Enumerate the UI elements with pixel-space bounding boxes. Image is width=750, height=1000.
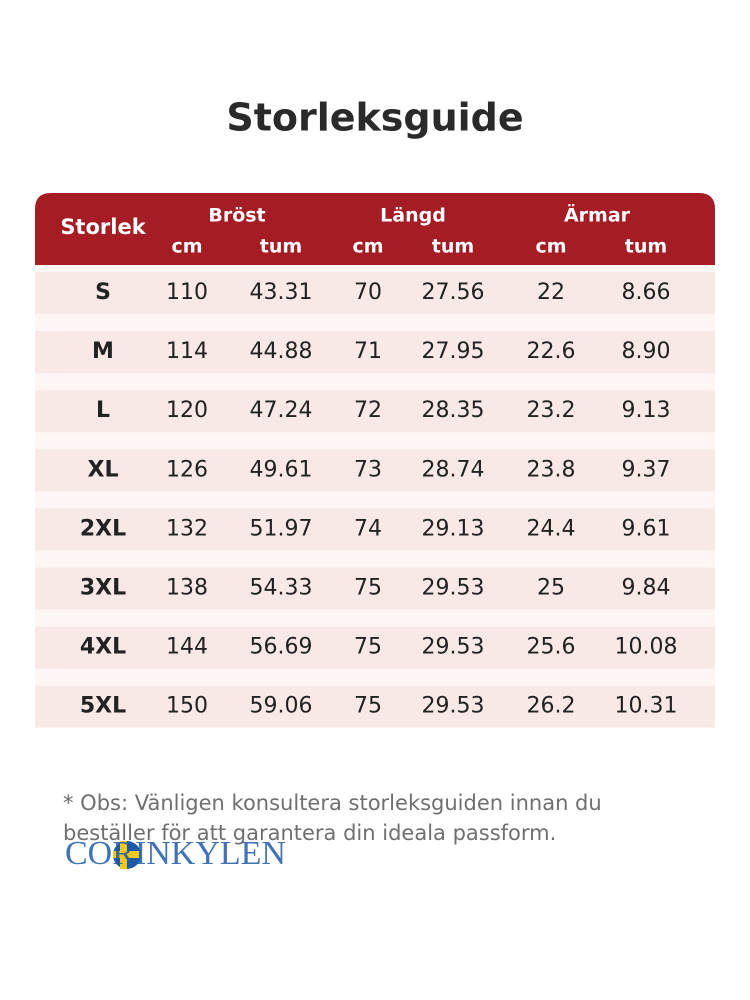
value-cell: 75 bbox=[354, 694, 382, 719]
value-cell: 49.61 bbox=[250, 457, 313, 482]
note-line: * Obs: Vänligen konsultera storleksguide… bbox=[63, 791, 602, 815]
value-cell: 54.33 bbox=[250, 576, 313, 601]
value-cell: 10.31 bbox=[615, 694, 678, 719]
value-cell: 8.66 bbox=[622, 280, 671, 305]
value-cell: 144 bbox=[166, 635, 208, 660]
value-cell: 22.6 bbox=[527, 339, 576, 364]
size-cell: S bbox=[95, 280, 111, 305]
value-cell: 26.2 bbox=[527, 694, 576, 719]
size-cell: M bbox=[92, 339, 114, 364]
row-bg bbox=[35, 626, 715, 669]
group-header: Längd bbox=[380, 205, 446, 227]
value-cell: 9.84 bbox=[622, 576, 671, 601]
value-cell: 9.13 bbox=[622, 398, 671, 423]
value-cell: 23.2 bbox=[527, 398, 576, 423]
value-cell: 29.53 bbox=[422, 635, 485, 660]
value-cell: 56.69 bbox=[250, 635, 313, 660]
value-cell: 8.90 bbox=[622, 339, 671, 364]
value-cell: 126 bbox=[166, 457, 208, 482]
value-cell: 51.97 bbox=[250, 516, 313, 541]
group-header: Bröst bbox=[208, 205, 265, 227]
unit-header: cm bbox=[352, 236, 383, 258]
size-cell: L bbox=[96, 398, 110, 423]
value-cell: 47.24 bbox=[250, 398, 313, 423]
value-cell: 28.35 bbox=[422, 398, 485, 423]
value-cell: 73 bbox=[354, 457, 382, 482]
value-cell: 9.61 bbox=[622, 516, 671, 541]
row-bg bbox=[35, 272, 715, 314]
row-bg bbox=[35, 390, 715, 433]
logo-flag-cross bbox=[120, 841, 127, 869]
value-cell: 114 bbox=[166, 339, 208, 364]
table-header-bg bbox=[35, 193, 715, 265]
group-header: Ärmar bbox=[564, 203, 631, 227]
value-cell: 29.13 bbox=[422, 516, 485, 541]
row-bg bbox=[35, 567, 715, 610]
logo: CORINKYLEN bbox=[65, 835, 286, 872]
value-cell: 132 bbox=[166, 516, 208, 541]
value-cell: 29.53 bbox=[422, 576, 485, 601]
size-cell: 2XL bbox=[80, 516, 126, 541]
value-cell: 71 bbox=[354, 339, 382, 364]
value-cell: 72 bbox=[354, 398, 382, 423]
value-cell: 29.53 bbox=[422, 694, 485, 719]
size-cell: 4XL bbox=[80, 635, 126, 660]
value-cell: 150 bbox=[166, 694, 208, 719]
value-cell: 59.06 bbox=[250, 694, 313, 719]
size-cell: 5XL bbox=[80, 694, 126, 719]
value-cell: 27.95 bbox=[422, 339, 485, 364]
unit-header: cm bbox=[171, 236, 202, 258]
row-bg bbox=[35, 508, 715, 551]
size-cell: 3XL bbox=[80, 576, 126, 601]
unit-header: tum bbox=[625, 236, 667, 258]
value-cell: 25 bbox=[537, 576, 565, 601]
value-cell: 10.08 bbox=[615, 635, 678, 660]
unit-header: tum bbox=[260, 236, 302, 258]
unit-header: tum bbox=[432, 236, 474, 258]
value-cell: 75 bbox=[354, 576, 382, 601]
value-cell: 27.56 bbox=[422, 280, 485, 305]
value-cell: 44.88 bbox=[250, 339, 313, 364]
value-cell: 74 bbox=[354, 516, 382, 541]
table-body-bg bbox=[35, 265, 715, 727]
note-line: beställer för att garantera din ideala p… bbox=[63, 821, 556, 845]
value-cell: 43.31 bbox=[250, 280, 313, 305]
value-cell: 120 bbox=[166, 398, 208, 423]
row-bg bbox=[35, 685, 715, 728]
title: Storleksguide bbox=[226, 96, 523, 140]
row-bg bbox=[35, 331, 715, 374]
size-cell: XL bbox=[88, 457, 119, 482]
value-cell: 110 bbox=[166, 280, 208, 305]
value-cell: 138 bbox=[166, 576, 208, 601]
value-cell: 24.4 bbox=[527, 516, 576, 541]
unit-header: cm bbox=[535, 236, 566, 258]
value-cell: 25.6 bbox=[527, 635, 576, 660]
value-cell: 9.37 bbox=[622, 457, 671, 482]
row-bg bbox=[35, 449, 715, 492]
value-cell: 70 bbox=[354, 280, 382, 305]
value-cell: 75 bbox=[354, 635, 382, 660]
value-cell: 23.8 bbox=[527, 457, 576, 482]
size-header: Storlek bbox=[60, 215, 146, 239]
value-cell: 22 bbox=[537, 280, 565, 305]
value-cell: 28.74 bbox=[422, 457, 485, 482]
